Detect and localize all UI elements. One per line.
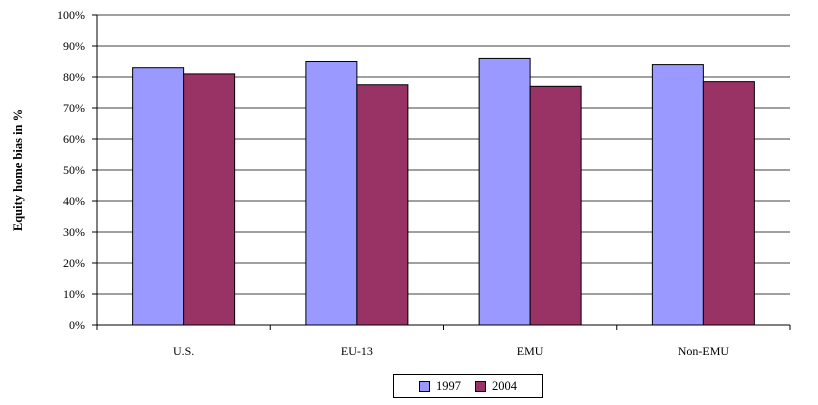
y-tick-label: 30%	[63, 225, 85, 239]
legend-label-1997: 1997	[436, 378, 461, 393]
x-tick-label: EMU	[517, 344, 544, 358]
bar-1997-EU-13	[305, 61, 358, 326]
y-tick-label: 60%	[63, 132, 85, 146]
x-tick-labels: U.S. EU-13 EMU Non-EMU	[173, 344, 729, 358]
bars	[132, 57, 755, 326]
y-axis-label: Equity home bias in %	[11, 109, 25, 231]
bar-2004-Non-EMU	[702, 81, 755, 326]
legend-item-2004: 2004	[475, 379, 517, 394]
y-tick-label: 70%	[63, 101, 85, 115]
legend-label-2004: 2004	[492, 378, 517, 393]
bar-1997-EMU	[478, 57, 531, 326]
y-tick-label: 50%	[63, 163, 85, 177]
bar-2004-EU-13	[356, 84, 409, 326]
axes	[92, 14, 791, 330]
y-tick-label: 80%	[63, 70, 85, 84]
bar-chart: 0% 10% 20% 30% 40% 50% 60% 70% 80% 90% 100% U.S. EU…	[11, 8, 791, 358]
y-tick-label: 20%	[63, 256, 85, 270]
y-tick-label: 90%	[63, 39, 85, 53]
legend-item-1997: 1997	[419, 379, 461, 394]
legend: 1997 2004	[393, 374, 543, 398]
legend-swatch-2004	[475, 380, 486, 392]
bar-2004-EMU	[529, 85, 582, 326]
x-tick-label: Non-EMU	[678, 344, 730, 358]
bar-1997-Non-EMU	[651, 64, 704, 326]
bar-2004-U.S.	[183, 73, 236, 326]
x-tick-label: EU-13	[341, 344, 373, 358]
y-tick-label: 40%	[63, 194, 85, 208]
bar-1997-U.S.	[132, 67, 185, 326]
legend-swatch-1997	[419, 380, 430, 392]
y-tick-label: 100%	[57, 8, 85, 22]
y-tick-label: 10%	[63, 287, 85, 301]
y-tick-labels: 0% 10% 20% 30% 40% 50% 60% 70% 80% 90% 100%	[57, 8, 85, 332]
x-tick-label: U.S.	[173, 344, 194, 358]
y-tick-label: 0%	[69, 318, 85, 332]
